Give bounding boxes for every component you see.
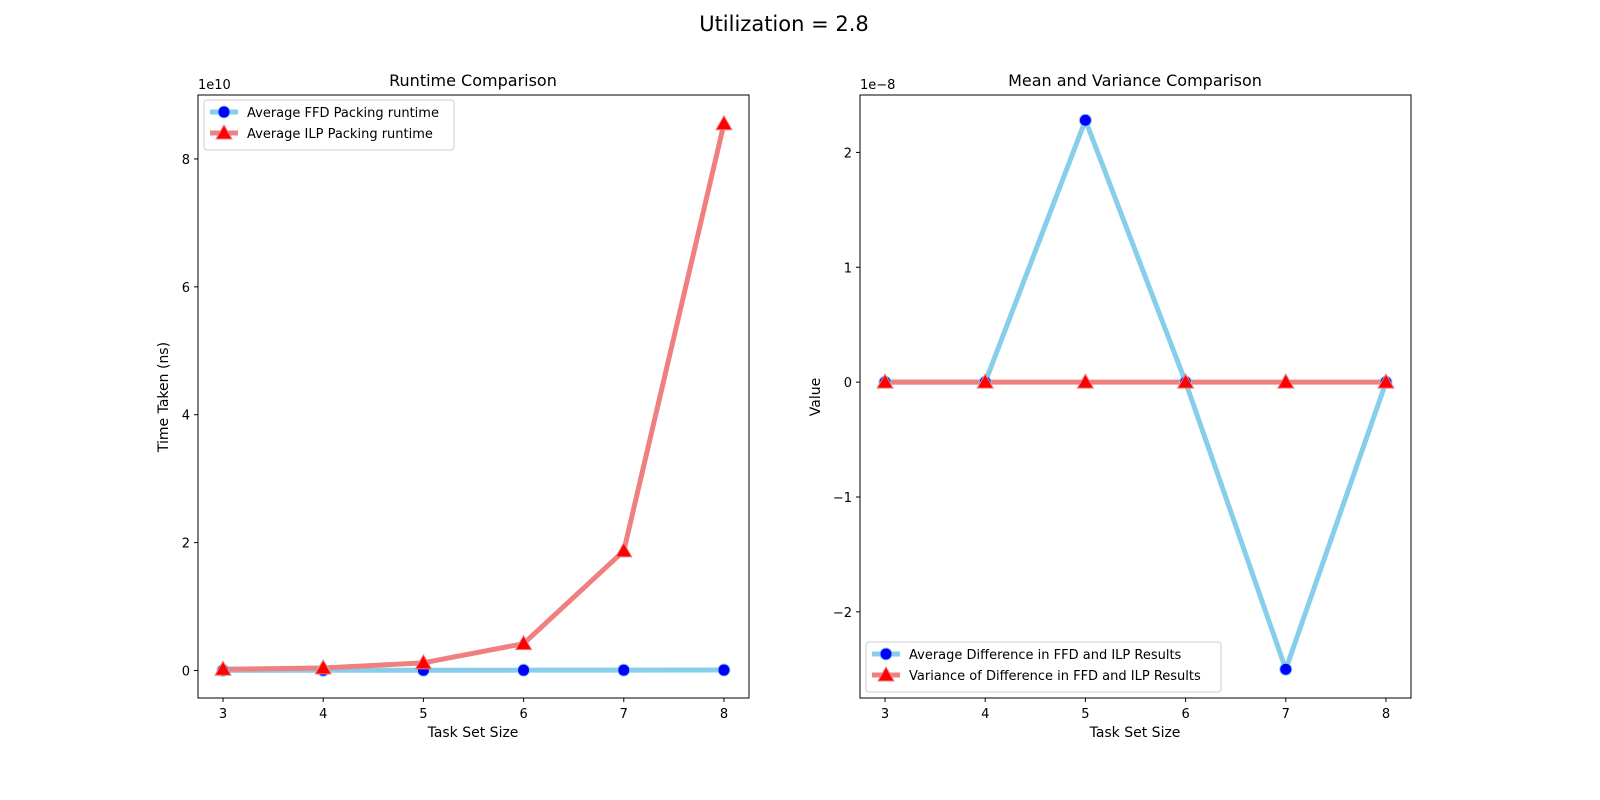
data-point	[517, 663, 531, 677]
x-tick-label: 4	[981, 707, 989, 722]
data-point	[514, 634, 533, 651]
legend-marker	[217, 105, 231, 119]
y-tick-label: 2	[844, 146, 852, 161]
legend: Average Difference in FFD and ILP Result…	[865, 641, 1222, 693]
chart-title: Mean and Variance Comparison	[1008, 71, 1262, 90]
mean-variance-chart: Mean and Variance Comparison Task Set Si…	[808, 71, 1412, 741]
legend: Average FFD Packing runtime Average ILP P…	[203, 99, 455, 151]
plot-area	[859, 94, 1412, 699]
series-markers	[876, 113, 1395, 676]
x-axis-label: Task Set Size	[1089, 725, 1181, 741]
x-tick-label: 8	[1382, 707, 1390, 722]
data-point	[715, 114, 733, 131]
data-point	[1377, 373, 1395, 389]
offset-text: 1e10	[198, 78, 231, 93]
y-tick-label: 4	[182, 409, 190, 424]
y-tick-label: 0	[182, 665, 190, 680]
ticks: 3 4 5 6 7 8 −2 −1 0 1 2	[833, 146, 1390, 722]
x-tick-label: 6	[1181, 707, 1189, 722]
ticks: 3 4 5 6 7 8 0 2 4 6 8	[182, 153, 728, 722]
x-axis-label: Task Set Size	[427, 725, 519, 741]
data-point	[614, 541, 633, 558]
y-axis-label: Time Taken (ns)	[156, 342, 172, 453]
suptitle: Utilization = 2.8	[699, 12, 869, 36]
legend-box	[865, 641, 1222, 693]
y-tick-label: 2	[182, 537, 190, 552]
offset-text: 1e−8	[860, 78, 895, 93]
x-tick-label: 5	[1081, 707, 1089, 722]
series-lines	[885, 117, 1389, 672]
data-point	[876, 373, 894, 389]
data-point	[314, 658, 333, 675]
data-point	[1078, 113, 1092, 127]
data-point	[414, 653, 433, 670]
legend-box	[203, 99, 455, 151]
x-tick-label: 3	[881, 707, 889, 722]
data-point	[617, 663, 631, 677]
x-tick-label: 7	[1282, 707, 1290, 722]
y-tick-label: −2	[833, 606, 852, 621]
legend-marker	[879, 647, 893, 661]
legend-marker	[877, 665, 895, 682]
y-tick-label: 8	[182, 153, 190, 168]
x-tick-label: 4	[319, 707, 327, 722]
legend-marker	[215, 123, 233, 140]
data-point	[1279, 662, 1293, 676]
data-point	[1276, 373, 1295, 389]
y-tick-label: 0	[844, 376, 852, 391]
runtime-chart: Runtime Comparison Task Set Size Time Ta…	[156, 71, 750, 741]
legend-label: Average ILP Packing runtime	[247, 127, 433, 142]
data-point	[214, 660, 232, 676]
legend-label: Average Difference in FFD and ILP Result…	[909, 648, 1182, 663]
y-axis-label: Value	[808, 378, 824, 416]
series-line	[223, 123, 727, 672]
series-markers	[214, 114, 733, 677]
plot-area	[197, 94, 750, 699]
chart-title: Runtime Comparison	[389, 71, 557, 90]
x-tick-label: 7	[620, 707, 628, 722]
y-tick-label: 1	[844, 261, 852, 276]
x-tick-label: 5	[419, 707, 427, 722]
series-lines	[223, 123, 727, 673]
x-tick-label: 8	[720, 707, 728, 722]
data-point	[976, 373, 995, 389]
data-point	[1176, 373, 1195, 389]
y-tick-label: −1	[833, 491, 852, 506]
legend-label: Average FFD Packing runtime	[247, 106, 439, 121]
legend-label: Variance of Difference in FFD and ILP Re…	[909, 669, 1201, 684]
data-point	[1076, 373, 1095, 389]
x-tick-label: 6	[519, 707, 527, 722]
x-tick-label: 3	[219, 707, 227, 722]
y-tick-label: 6	[182, 281, 190, 296]
data-point	[717, 663, 731, 677]
